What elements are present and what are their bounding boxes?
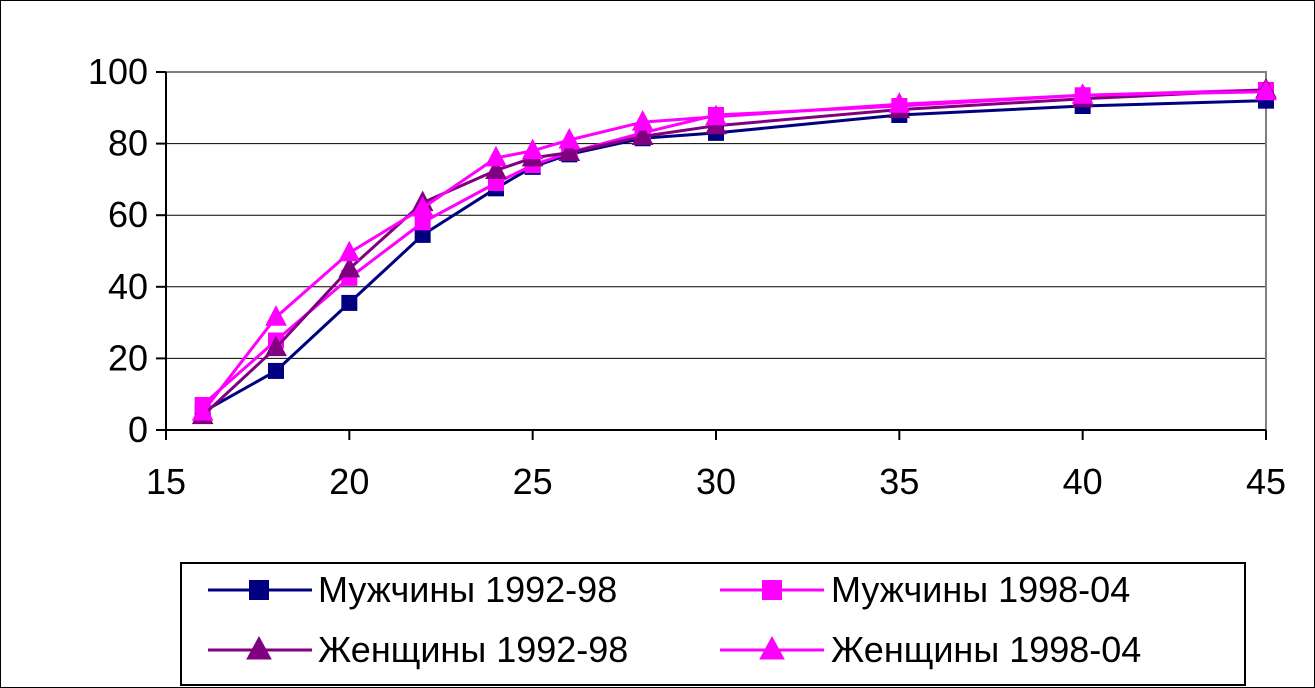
series-3-point-6 <box>558 127 581 149</box>
legend-entry-2: Женщины 1992-98 <box>208 629 628 670</box>
series-3-point-8 <box>705 104 727 126</box>
y-tick-label-1: 20 <box>108 337 148 378</box>
y-tick-label-5: 100 <box>88 51 148 92</box>
series-line-0 <box>201 99 1267 414</box>
legend-entry-3: Женщины 1998-04 <box>720 629 1141 670</box>
series-3-point-10 <box>1071 83 1094 104</box>
y-tick-label-2: 40 <box>108 266 148 307</box>
x-tick-label-5: 40 <box>1063 461 1103 502</box>
legend-entry-1: Мужчины 1998-04 <box>720 569 1130 610</box>
series-3-point-0 <box>191 400 214 421</box>
series-0-point-2 <box>341 294 358 311</box>
y-tick-label-4: 80 <box>108 123 148 164</box>
series-2-point-1 <box>265 335 287 357</box>
series-3-point-9 <box>888 92 911 113</box>
legend-label-3: Женщины 1998-04 <box>831 629 1141 670</box>
series-3-point-5 <box>521 138 544 160</box>
series-3 <box>191 79 1277 421</box>
series-2-point-2 <box>338 256 361 278</box>
legend-marker-3 <box>759 635 785 660</box>
series-3-point-2 <box>338 240 361 262</box>
legend-marker-0 <box>249 580 269 600</box>
legend-label-2: Женщины 1992-98 <box>318 629 628 670</box>
y-tick-label-0: 0 <box>128 409 148 450</box>
series-3-point-1 <box>265 305 287 326</box>
series-layer <box>191 77 1277 425</box>
series-line-3 <box>201 90 1267 414</box>
series-3-point-4 <box>485 145 507 167</box>
series-3-point-11 <box>1255 79 1277 101</box>
legend-marker-1 <box>762 580 782 600</box>
x-tick-label-4: 35 <box>879 461 919 502</box>
legend-marker-2 <box>246 635 272 660</box>
x-tick-label-2: 25 <box>513 461 553 502</box>
series-3-point-3 <box>411 195 434 217</box>
x-tick-label-1: 20 <box>329 461 369 502</box>
legend: Мужчины 1992-98 Мужчины 1998-04 Женщины … <box>180 562 1246 686</box>
series-1-point-4 <box>488 174 504 191</box>
series-1-point-3 <box>414 214 431 231</box>
x-tick-label-3: 30 <box>696 461 736 502</box>
axes: 0 20 40 60 80 100 15 20 25 30 35 40 45 <box>88 51 1286 502</box>
series-2-point-4 <box>485 158 507 179</box>
legend-label-1: Мужчины 1998-04 <box>831 569 1130 610</box>
series-line-1 <box>201 88 1267 407</box>
series-line-2 <box>201 88 1267 417</box>
legend-label-0: Мужчины 1992-98 <box>318 569 617 610</box>
series-2-point-7 <box>631 124 654 145</box>
legend-box <box>180 562 1246 686</box>
legend-entry-0: Мужчины 1992-98 <box>208 569 617 610</box>
series-0-point-3 <box>414 226 431 243</box>
x-tick-label-0: 15 <box>146 461 186 502</box>
series-0-point-1 <box>268 362 284 379</box>
x-tick-label-6: 45 <box>1246 461 1286 502</box>
y-tick-label-3: 60 <box>108 194 148 235</box>
series-3-point-7 <box>631 110 654 131</box>
series-2-point-6 <box>558 140 581 162</box>
